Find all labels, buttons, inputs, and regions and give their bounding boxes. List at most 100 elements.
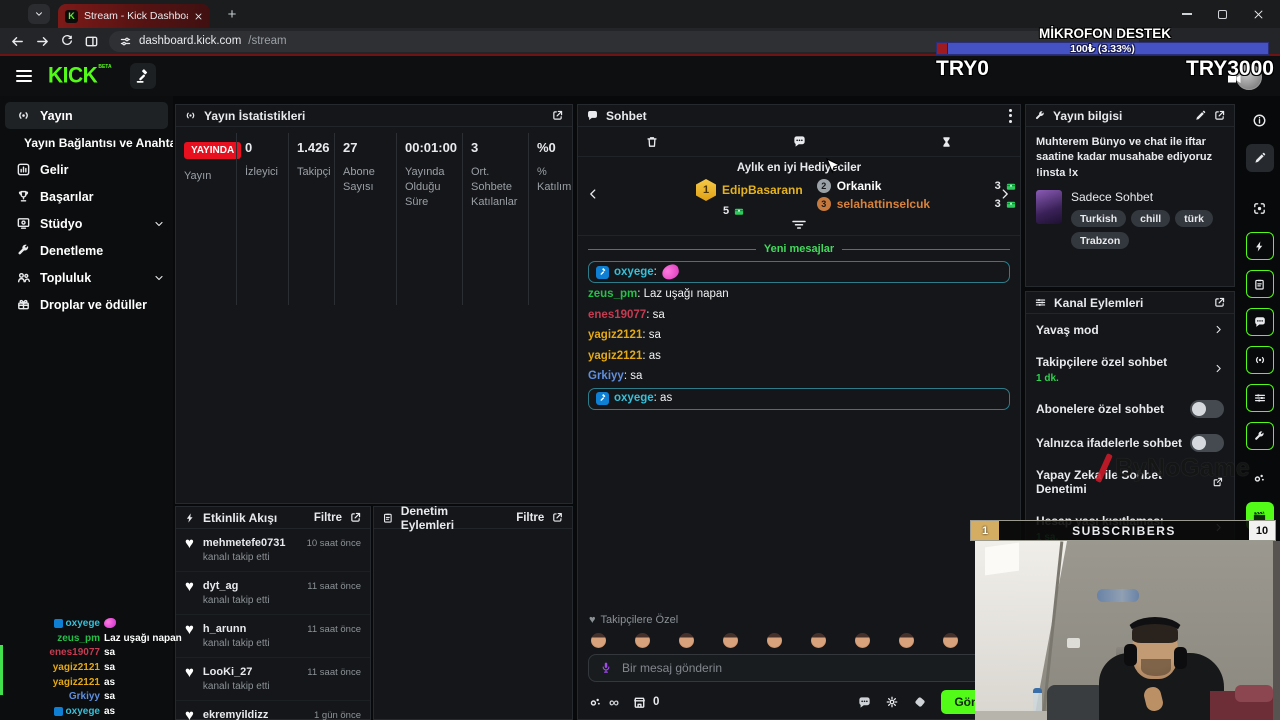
emote-sticker-icon[interactable]	[912, 694, 928, 710]
url-path: /stream	[248, 35, 287, 47]
external-link-icon	[1213, 477, 1223, 487]
chevron-right-icon[interactable]	[998, 187, 1012, 201]
stream-info-button[interactable]	[1245, 422, 1274, 450]
pencil-icon[interactable]	[1194, 110, 1206, 122]
filter-button[interactable]: Filtre	[516, 511, 545, 524]
chat-button[interactable]	[1245, 308, 1274, 336]
menu-icon[interactable]	[16, 70, 32, 82]
toggle-off[interactable]	[1190, 400, 1224, 418]
action-followers-only[interactable]: Takipçilere özel sohbet 1 dk.	[1026, 345, 1234, 392]
chat-input[interactable]	[622, 661, 999, 675]
sidebar-item-yayin[interactable]: Yayın	[5, 102, 168, 129]
browser-tab[interactable]: K Stream - Kick Dashboard	[58, 4, 210, 28]
action-slow-mode[interactable]: Yavaş mod	[1026, 314, 1234, 345]
sub-gift-icon	[1006, 183, 1015, 190]
window-maximize-button[interactable]	[1218, 9, 1227, 19]
emote[interactable]	[679, 633, 694, 648]
expand-icon[interactable]	[1213, 296, 1226, 309]
info-button[interactable]	[1246, 106, 1274, 134]
tab-search-button[interactable]	[28, 4, 50, 24]
chat-menu-icon[interactable]	[1009, 108, 1012, 123]
hourglass-icon[interactable]	[940, 135, 953, 149]
forward-icon[interactable]	[35, 34, 50, 49]
emote[interactable]	[635, 633, 650, 648]
expand-icon[interactable]	[551, 109, 564, 122]
chevron-left-icon[interactable]	[586, 187, 600, 201]
people-icon	[1254, 474, 1264, 482]
tab-close-icon[interactable]	[194, 12, 203, 21]
sidebar-item-gelir[interactable]: Gelir	[0, 156, 173, 183]
sidebar-item-basarilar[interactable]: Başarılar	[0, 183, 173, 210]
expand-icon[interactable]	[1213, 109, 1226, 122]
emote[interactable]	[723, 633, 738, 648]
expand-icon[interactable]	[349, 511, 362, 524]
sidebar-item-yayin-baglantisi[interactable]: Yayın Bağlantısı ve Anahtarı	[0, 129, 173, 156]
chat-username[interactable]: oxyege	[614, 392, 654, 405]
collapse-chevron-icon	[792, 220, 806, 229]
panel-title: Etkinlik Akışı	[203, 510, 278, 525]
follow-mode-icon[interactable]	[588, 695, 603, 710]
action-subscribers-only[interactable]: Abonelere özel sohbet	[1026, 392, 1234, 426]
emote[interactable]	[811, 633, 826, 648]
community-button[interactable]	[1246, 464, 1274, 492]
collapse-leaderboard-button[interactable]	[578, 217, 1020, 233]
chat-bubble-icon[interactable]	[792, 134, 807, 149]
side-panel-icon[interactable]	[84, 34, 99, 49]
chat-username[interactable]: Grkiyy	[588, 370, 624, 382]
progress-fill	[937, 43, 949, 54]
chat-username[interactable]: yagiz2121	[588, 349, 643, 362]
chat-username[interactable]: zeus_pm	[588, 288, 638, 300]
channel-actions-button[interactable]	[1245, 384, 1274, 412]
window-minimize-button[interactable]	[1182, 13, 1192, 15]
expand-icon[interactable]	[551, 511, 564, 524]
chat-username[interactable]: yagiz2121	[588, 329, 643, 341]
gear-icon[interactable]	[885, 695, 899, 709]
chat-username[interactable]: enes19077	[588, 308, 647, 321]
emote[interactable]	[943, 633, 958, 648]
sidebar-item-topluluk[interactable]: Topluluk	[0, 264, 173, 291]
action-emotes-only[interactable]: Yalnızca ifadelerle sohbet	[1026, 426, 1234, 460]
emote[interactable]	[899, 633, 914, 648]
moderation-actions-button[interactable]	[1245, 270, 1274, 298]
reload-icon[interactable]	[60, 34, 74, 48]
headphone-cup-left	[1124, 644, 1137, 666]
window-close-button[interactable]	[1253, 9, 1264, 20]
url-bar[interactable]: dashboard.kick.com/stream	[109, 30, 1139, 52]
gift-icon	[18, 299, 29, 310]
stats-row: YAYINDA Yayın 0 İzleyici 1.426 Takipçi 2…	[176, 127, 572, 305]
sidebar: Yayın Yayın Bağlantısı ve Anahtarı Gelir…	[0, 96, 173, 720]
chat-footer: ♥ Takipçilere Özel ∞ 0 Gönder	[578, 614, 1020, 719]
stream-stats-button[interactable]	[1245, 346, 1274, 374]
tags-row: Turkish chill türk Trabzon	[1071, 210, 1224, 250]
microphone-icon[interactable]	[599, 661, 613, 675]
avatar	[1236, 64, 1262, 90]
moderation-gavel-button[interactable]	[129, 63, 156, 89]
sidebar-item-denetleme[interactable]: Denetleme	[0, 237, 173, 264]
shop-icon[interactable]	[632, 695, 647, 710]
activity-feed-button[interactable]	[1245, 232, 1274, 260]
new-tab-button[interactable]: +	[227, 5, 237, 23]
kick-logo[interactable]: KICK BETA	[48, 63, 112, 88]
emote[interactable]	[855, 633, 870, 648]
trash-icon[interactable]	[645, 135, 659, 149]
beta-label: BETA	[98, 64, 112, 70]
edit-button[interactable]	[1245, 144, 1274, 172]
back-icon[interactable]	[10, 34, 25, 49]
gavel-icon	[136, 68, 148, 83]
toggle-off[interactable]	[1190, 434, 1224, 452]
emote[interactable]	[767, 633, 782, 648]
right-toolbar	[1239, 96, 1280, 720]
gifter-entry-1: 1 EdipBasarann 5	[696, 179, 803, 217]
clipboard-icon	[384, 513, 392, 523]
filter-button[interactable]: Filtre	[313, 511, 342, 524]
tab-title: Stream - Kick Dashboard	[84, 10, 188, 22]
sidebar-item-droplar[interactable]: Droplar ve ödüller	[0, 291, 173, 318]
site-settings-icon[interactable]	[119, 35, 132, 48]
emote[interactable]	[591, 633, 606, 648]
chat-bubble-icon[interactable]	[857, 695, 872, 710]
focus-button[interactable]	[1246, 194, 1274, 222]
chat-input-box[interactable]	[588, 654, 1010, 682]
chat-username[interactable]: oxyege	[614, 265, 654, 278]
sidebar-item-studyo[interactable]: Stüdyo	[0, 210, 173, 237]
